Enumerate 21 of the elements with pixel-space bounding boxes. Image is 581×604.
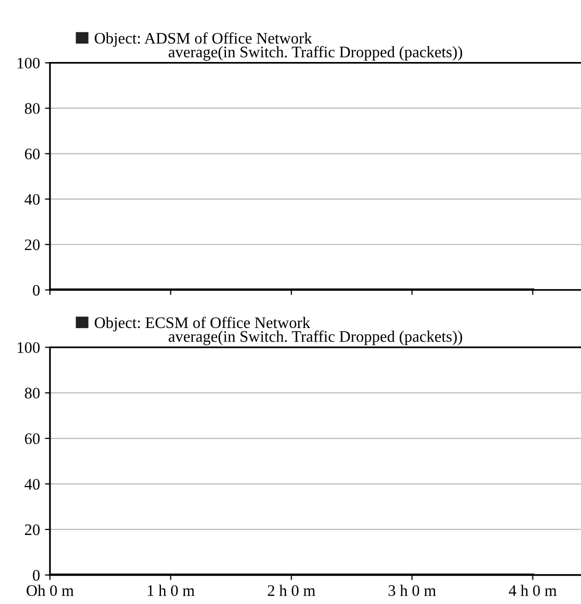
y-tick-label: 80 <box>24 103 40 114</box>
y-tick-label: 60 <box>24 148 40 160</box>
x-tick-label: 2 h 0 m <box>268 584 316 596</box>
x-tick-label: 4 h 0 m <box>508 584 557 596</box>
y-tick-label: 0 <box>32 284 40 296</box>
y-tick-label: 100 <box>18 342 40 353</box>
y-tick-label: 100 <box>18 58 40 69</box>
chart-subtitle: average(in Switch. Traffic Dropped (packets)) <box>168 46 462 61</box>
x-tick-label: 1 h 0 m <box>148 584 195 596</box>
x-tick-label: 3 h 0 m <box>388 584 436 596</box>
y-tick-label: 40 <box>24 194 40 205</box>
y-tick-label: 20 <box>24 524 40 536</box>
legend-label: Object: ECSM of Office Network <box>94 316 310 332</box>
x-tick-label: Oh 0 m <box>26 584 74 596</box>
y-tick-label: 0 <box>32 570 40 581</box>
y-tick-label: 20 <box>24 239 40 250</box>
chart-subtitle: average(in Switch. Traffic Dropped (packets)) <box>168 330 462 346</box>
y-tick-label: 60 <box>24 433 40 444</box>
y-tick-label: 80 <box>24 388 40 399</box>
y-tick-label: 40 <box>24 478 40 490</box>
legend-label: Object: ADSM of Office Network <box>94 32 312 47</box>
